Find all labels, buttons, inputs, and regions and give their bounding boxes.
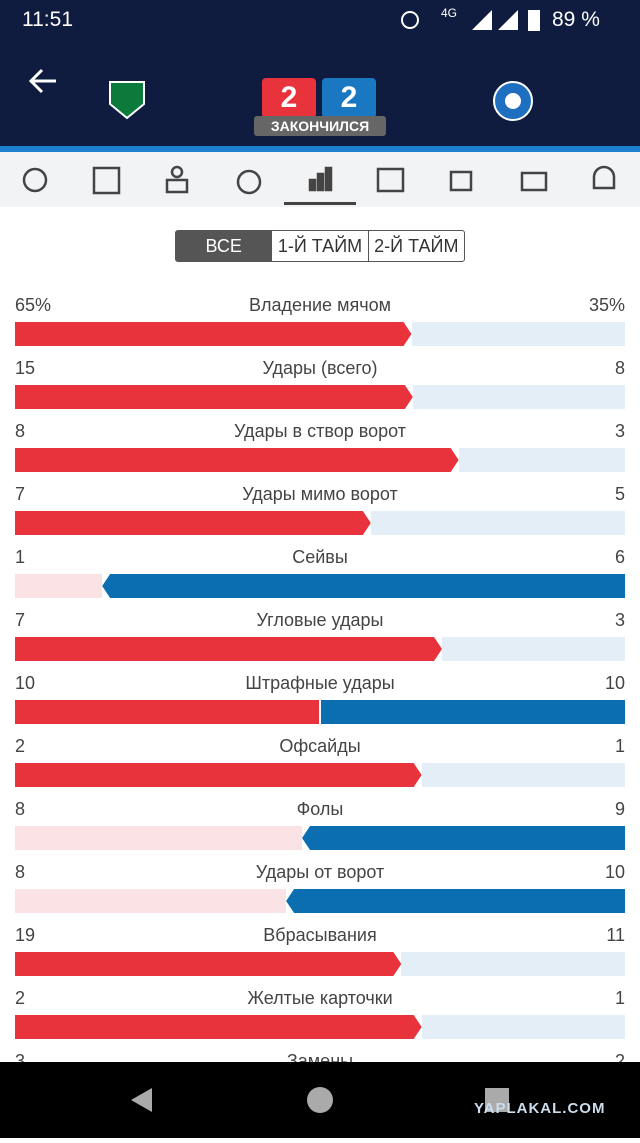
- bar-left: [15, 322, 412, 346]
- active-tab: [284, 202, 356, 205]
- stat-left: 10: [15, 673, 36, 693]
- period-tab[interactable]: ВСЕ: [176, 231, 272, 261]
- match-status: ЗАКОНЧИЛСЯ: [254, 116, 386, 136]
- nav-bar: YAPLAKAL.COM: [0, 1062, 640, 1138]
- bar-left: [15, 763, 422, 787]
- stat-right: 11: [606, 925, 625, 945]
- bar-right: [421, 1015, 625, 1039]
- bar-right: [412, 385, 625, 409]
- home-logo[interactable]: [106, 78, 148, 120]
- home-score: 2: [262, 78, 316, 118]
- bar-right: [102, 574, 625, 598]
- bar-left: [15, 826, 303, 850]
- away-score: 2: [322, 78, 376, 118]
- stat-right: 3: [614, 610, 625, 630]
- bar-right: [421, 763, 625, 787]
- bar-right: [302, 826, 625, 850]
- bar-left: [15, 952, 401, 976]
- stat-right: 9: [614, 799, 625, 819]
- bar-right: [458, 448, 625, 472]
- stat-name: Удары мимо ворот: [242, 484, 398, 504]
- divider: [0, 146, 640, 152]
- stat-right: 10: [604, 673, 625, 693]
- stat-name: Вбрасывания: [263, 925, 377, 945]
- bar-right: [401, 952, 625, 976]
- bar-right: [442, 637, 625, 661]
- stat-left: 1: [15, 547, 26, 567]
- bar-right: [321, 700, 625, 724]
- stat-right: 6: [614, 547, 625, 567]
- bar-left: [15, 637, 442, 661]
- stat-name: Владение мячом: [249, 295, 391, 315]
- stat-right: 35%: [588, 295, 625, 315]
- nav-icons: [131, 1087, 509, 1113]
- bar-left: [15, 574, 103, 598]
- stat-name: Фолы: [296, 799, 344, 819]
- watermark: YAPLAKAL.COM: [474, 1100, 606, 1117]
- period-tab[interactable]: 1-Й ТАЙМ: [271, 231, 367, 261]
- stat-right: 10: [604, 862, 625, 882]
- stat-right: 2: [614, 1051, 625, 1071]
- stat-left: 8: [15, 862, 26, 882]
- stat-left: 65%: [15, 295, 52, 315]
- stat-name: Сейвы: [292, 547, 348, 567]
- stat-left: 15: [15, 358, 36, 378]
- stat-name: Штрафные удары: [245, 673, 395, 693]
- status-bar: 11:51 4G 89 %: [0, 0, 640, 40]
- period-tab[interactable]: 2-Й ТАЙМ: [367, 231, 464, 261]
- stat-name: Угловые удары: [256, 610, 384, 630]
- stat-left: 19: [15, 925, 36, 945]
- stat-left: 3: [15, 1051, 26, 1071]
- bar-right: [411, 322, 625, 346]
- stat-name: Удары (всего): [262, 358, 378, 378]
- stat-right: 1: [614, 988, 625, 1008]
- stat-left: 8: [15, 799, 26, 819]
- stat-right: 3: [614, 421, 625, 441]
- status-icons: [401, 10, 518, 30]
- bar-right: [370, 511, 625, 535]
- bar-left: [15, 448, 459, 472]
- battery: 89 %: [552, 8, 600, 31]
- stat-left: 2: [15, 988, 26, 1008]
- tab-icons: [22, 165, 616, 195]
- stat-right: 8: [614, 358, 625, 378]
- bar-left: [15, 889, 287, 913]
- bar-left: [15, 1015, 422, 1039]
- stat-name: Удары в створ ворот: [234, 421, 406, 441]
- bar-left: [15, 385, 413, 409]
- bar-right: [286, 889, 625, 913]
- stat-left: 7: [15, 484, 26, 504]
- stat-right: 5: [614, 484, 625, 504]
- stat-left: 7: [15, 610, 26, 630]
- match-header: 2 2 ЗАКОНЧИЛСЯ: [0, 40, 640, 148]
- stat-right: 1: [614, 736, 625, 756]
- stat-name: Удары от ворот: [255, 862, 385, 882]
- bar-left: [15, 511, 371, 535]
- bar-left: [15, 700, 319, 724]
- tab-bar: [0, 152, 640, 207]
- battery-icon: [528, 10, 540, 31]
- clock: 11:51: [22, 8, 73, 31]
- period-selector: ВСЕ 1-Й ТАЙМ 2-Й ТАЙМ: [175, 230, 465, 262]
- back-button[interactable]: [28, 68, 58, 94]
- stat-name: Офсайды: [279, 736, 361, 756]
- away-logo[interactable]: [492, 80, 534, 122]
- network: 4G: [441, 6, 458, 20]
- stat-left: 8: [15, 421, 26, 441]
- stat-left: 2: [15, 736, 26, 756]
- stat-name: Желтые карточки: [247, 988, 393, 1008]
